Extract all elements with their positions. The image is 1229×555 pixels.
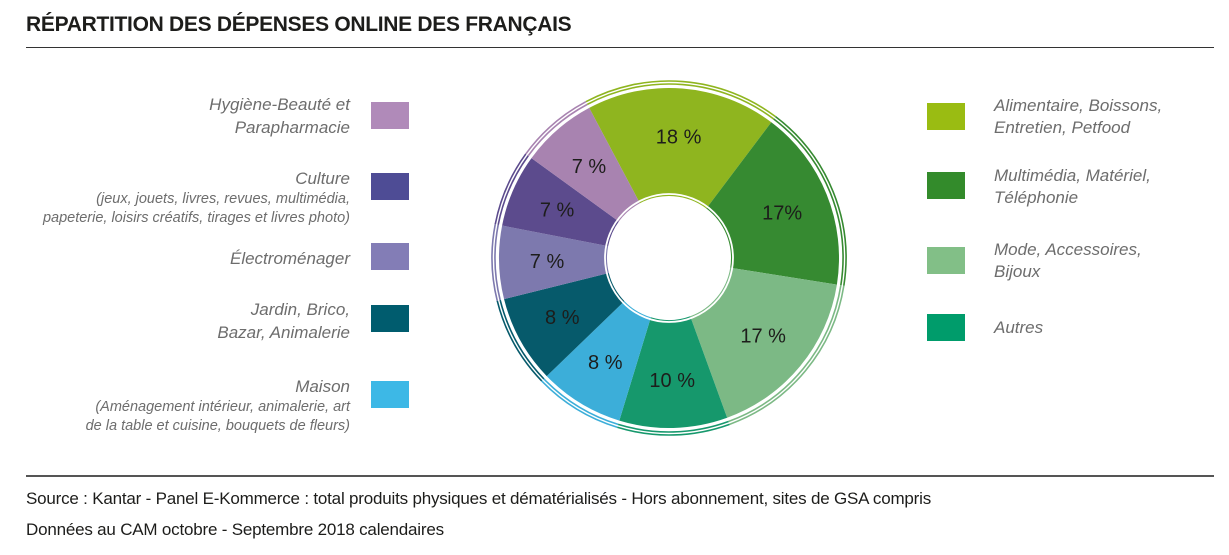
legend-swatch-culture [371, 173, 409, 200]
legend-item-multimedia: Multimédia, Matériel, Téléphonie [994, 166, 1151, 207]
donut-slice: 8 % [541, 301, 651, 429]
legend-item-autres: Autres [994, 318, 1044, 337]
slice-percentage-label: 7 % [540, 199, 575, 221]
donut-slice: 8 % [496, 272, 625, 382]
legend-swatch-jardin [371, 305, 409, 332]
donut-slice: 7 % [494, 153, 619, 247]
slice-percentage-label: 17 % [740, 326, 786, 348]
legend-item-hygiene: Hygiène-Beauté et Parapharmacie [209, 95, 350, 137]
slice-percentage-label: 17% [762, 202, 802, 224]
title-divider [26, 47, 1214, 48]
footer-divider [26, 475, 1214, 477]
legend-item-jardin: Jardin, Brico, Bazar, Animalerie [217, 300, 350, 342]
slice-percentage-label: 7 % [530, 251, 565, 273]
donut-svg: 18 % 17% 17 % 10 % 8 % 8 % 7 % 7 % 7 % [491, 80, 847, 436]
donut-slice: 7 % [491, 224, 609, 302]
legend-item-electromenager: Électroménager [229, 249, 350, 268]
donut-slice: 17% [706, 116, 847, 286]
donut-slice: 17 % [690, 267, 845, 426]
legend-item-culture: Culture (jeux, jouets, livres, revues, m… [42, 169, 350, 226]
legend-item-maison: Maison (Aménagement intérieur, animaleri… [85, 377, 350, 434]
inner-ring [604, 193, 734, 323]
legend-swatch-electromenager [371, 243, 409, 270]
legend-swatch-autres [927, 314, 965, 341]
donut-chart: 18 % 17% 17 % 10 % 8 % 8 % 7 % 7 % 7 % [490, 78, 850, 443]
legend-swatch-maison [371, 381, 409, 408]
donut-slice: 7 % [525, 101, 640, 222]
donut-slice: 18 % [585, 80, 777, 209]
chart-title: RÉPARTITION DES DÉPENSES ONLINE DES FRAN… [26, 13, 572, 36]
legend-swatch-alimentaire [927, 103, 965, 130]
legend-item-alimentaire: Alimentaire, Boissons, Entretien, Petfoo… [994, 96, 1163, 137]
footer-note: Données au CAM octobre - Septembre 2018 … [26, 520, 444, 539]
outer-separator [496, 85, 842, 431]
donut-hole [613, 202, 725, 314]
legend-swatch-hygiene [371, 102, 409, 129]
legend-item-mode: Mode, Accessoires, Bijoux [994, 240, 1142, 281]
slice-percentage-label: 8 % [545, 307, 580, 329]
legend-swatch-multimedia [927, 172, 965, 199]
slice-percentage-label: 7 % [572, 156, 607, 178]
donut-slice: 10 % [617, 316, 730, 436]
footer-source: Source : Kantar - Panel E-Kommerce : tot… [26, 489, 932, 508]
slice-percentage-label: 10 % [649, 370, 695, 392]
slice-percentage-label: 8 % [588, 352, 623, 374]
slice-percentage-label: 18 % [656, 126, 702, 148]
legend-swatch-mode [927, 247, 965, 274]
